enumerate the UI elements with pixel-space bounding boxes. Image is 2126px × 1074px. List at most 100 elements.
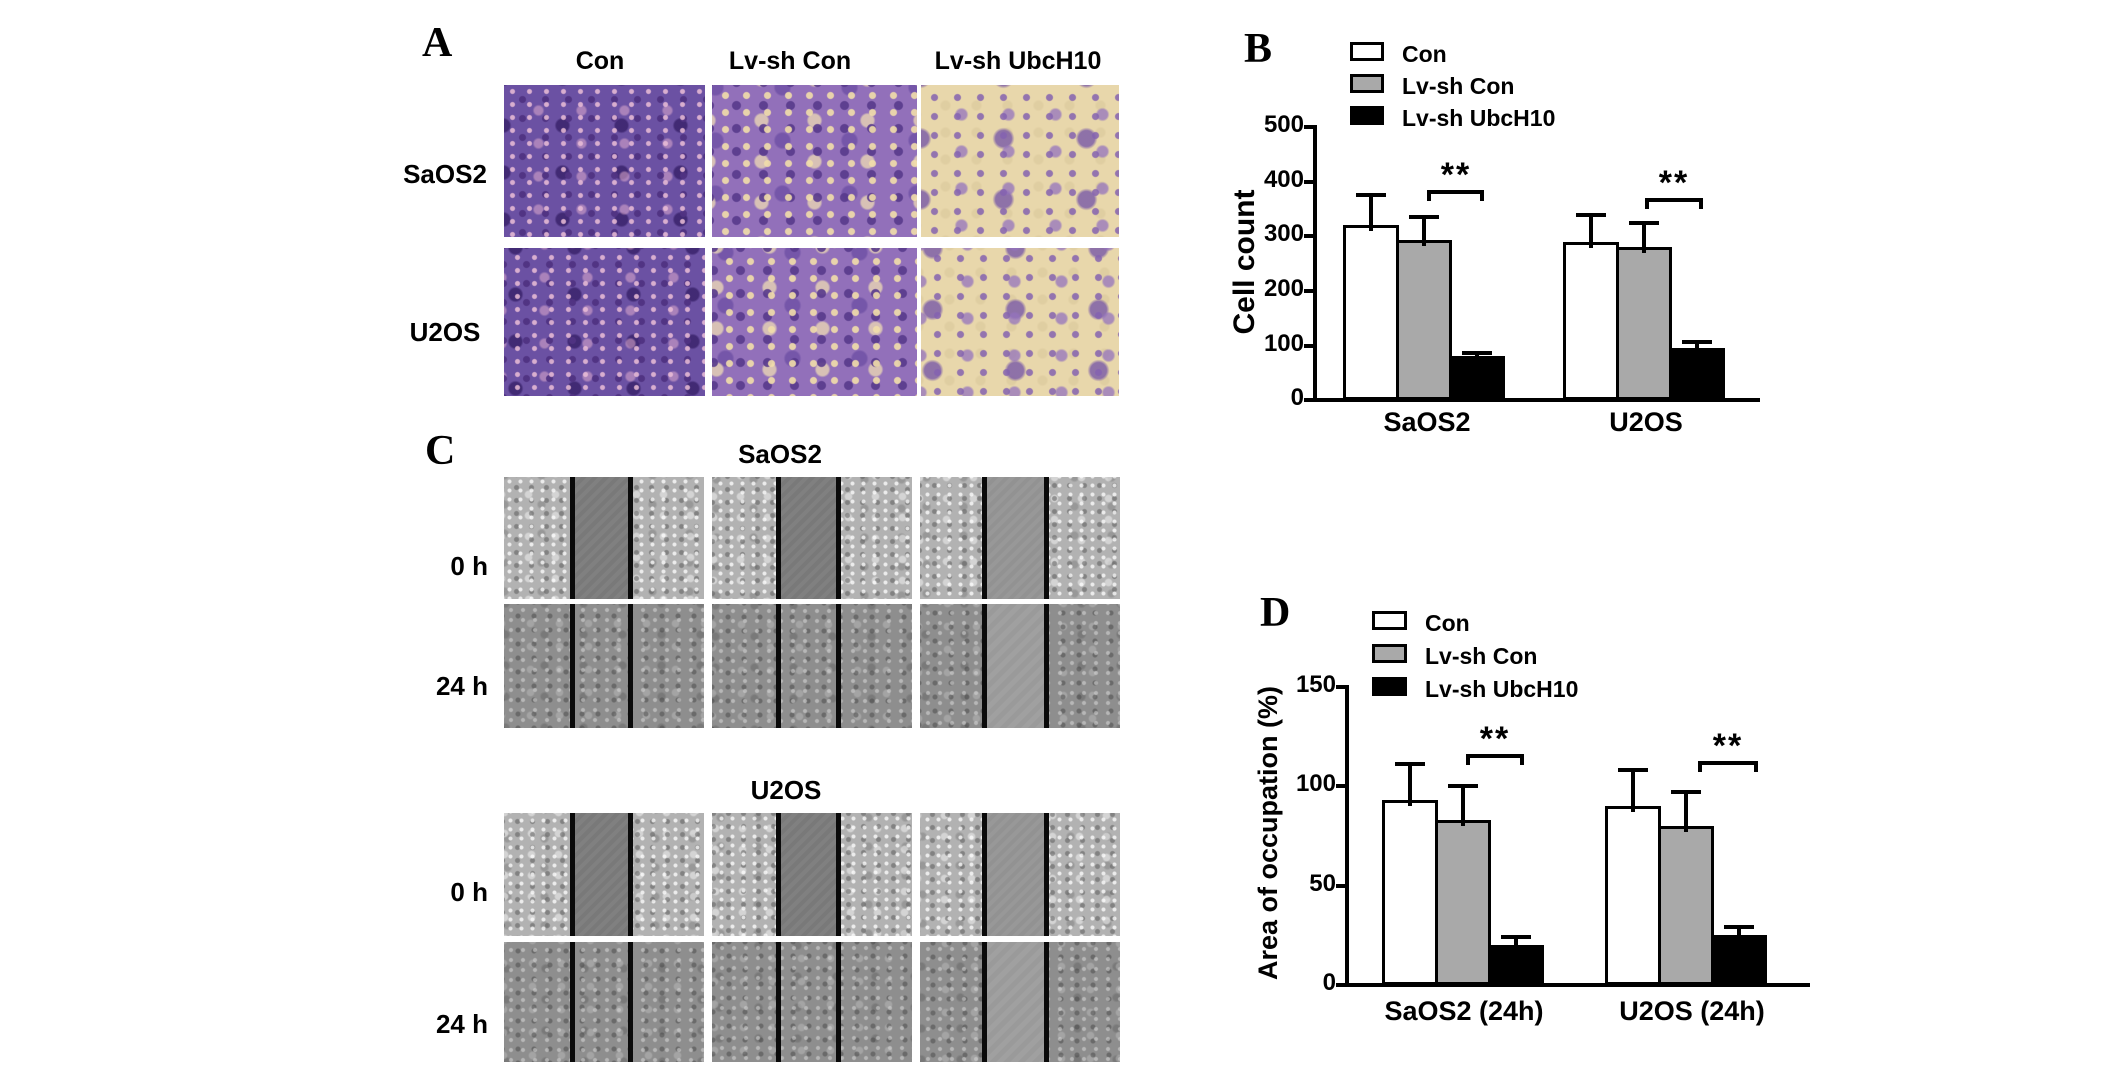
bar-U2OS (24h)-Lv-sh UbcH10 <box>1711 925 1767 985</box>
chart-b-tickmark <box>1304 234 1314 238</box>
chart-d-tickmark <box>1336 784 1345 788</box>
chart-b-tickmark <box>1304 344 1314 348</box>
panel-d-label: D <box>1260 590 1291 636</box>
chart-b-group-u2os <box>1563 120 1725 400</box>
error-bar-U2OS (24h)-Lv-sh Con <box>1671 790 1701 832</box>
panel-c-title-saos2: SaOS2 <box>738 439 822 469</box>
chart-b-y-axis-label: Cell count <box>1228 189 1261 335</box>
panel-a-header-con: Con <box>575 47 625 75</box>
panel-a-row-u2os: U2OS <box>409 317 481 347</box>
legend-swatch-lvsh-con <box>1350 74 1384 93</box>
legend-label-lvsh-con: Lv-sh Con <box>1425 643 1538 669</box>
chart-b-sig-stars-saos2: ** <box>1440 156 1472 194</box>
error-bar-SaOS2-Lv-sh Con <box>1409 215 1439 246</box>
c-saos2-24h-con-image <box>504 604 704 728</box>
chart-b-group-saos2 <box>1343 120 1505 400</box>
c-saos2-24h-lvsh-con-image <box>712 604 912 728</box>
a-u2os-lvsh-ubch10-micrograph <box>921 248 1119 396</box>
chart-d-group-u2os <box>1605 725 1767 985</box>
chart-b-sig-bracket-u2os <box>1645 198 1703 209</box>
c-saos2-0h-lvsh-ubch10-image <box>920 477 1120 599</box>
bar-U2OS (24h)-Lv-sh Con <box>1658 790 1714 985</box>
chart-b-tick-400: 400 <box>1263 166 1304 193</box>
legend-swatch-lvsh-ubch10 <box>1350 106 1384 125</box>
chart-d-sig-stars-saos2: ** <box>1479 720 1511 758</box>
panel-a-label: A <box>422 20 453 66</box>
panel-c-saos2-row-24h: 24 h <box>435 671 488 701</box>
bar-U2OS-Con <box>1563 213 1619 400</box>
legend-label-lvsh-ubch10: Lv-sh UbcH10 <box>1425 676 1579 702</box>
chart-b-tick-0: 0 <box>1290 384 1304 411</box>
c-u2os-0h-con-image <box>504 813 704 936</box>
bar-SaOS2 (24h)-Lv-sh UbcH10 <box>1488 935 1544 985</box>
chart-d-category-saos2-24h: SaOS2 (24h) <box>1384 996 1544 1026</box>
bar-SaOS2-Con <box>1343 193 1399 400</box>
bar-SaOS2 (24h)-Lv-sh Con <box>1435 784 1491 985</box>
chart-b-sig-bracket-saos2 <box>1427 190 1484 201</box>
chart-b-tick-200: 200 <box>1263 275 1304 302</box>
bar-SaOS2-Lv-sh Con <box>1396 215 1452 400</box>
panel-b-label: B <box>1244 26 1273 72</box>
bar-U2OS-Lv-sh UbcH10 <box>1669 340 1725 400</box>
legend-label-lvsh-con: Lv-sh Con <box>1402 73 1515 99</box>
chart-d-x-axis <box>1345 983 1810 987</box>
error-bar-SaOS2 (24h)-Lv-sh Con <box>1448 784 1478 826</box>
error-bar-SaOS2-Con <box>1356 193 1386 231</box>
c-saos2-0h-con-image <box>504 477 704 599</box>
c-u2os-24h-lvsh-con-image <box>712 942 912 1062</box>
c-u2os-0h-lvsh-con-image <box>712 813 912 936</box>
chart-d-tick-100: 100 <box>1295 770 1336 797</box>
panel-c-label: C <box>425 428 456 474</box>
chart-d-category-u2os-24h: U2OS (24h) <box>1619 996 1765 1026</box>
chart-b-sig-stars-u2os: ** <box>1658 164 1690 202</box>
legend-label-lvsh-ubch10: Lv-sh UbcH10 <box>1402 105 1556 131</box>
chart-d-tick-50: 50 <box>1309 870 1336 897</box>
chart-b-tick-300: 300 <box>1263 220 1304 247</box>
a-u2os-con-micrograph <box>504 248 705 396</box>
bar-SaOS2 (24h)-Con <box>1382 762 1438 985</box>
bar-U2OS-Lv-sh Con <box>1616 221 1672 400</box>
a-saos2-con-micrograph <box>504 85 705 237</box>
chart-b-y-axis <box>1313 125 1317 402</box>
legend-label-con: Con <box>1425 610 1470 636</box>
error-bar-U2OS-Lv-sh UbcH10 <box>1682 340 1712 354</box>
chart-d-y-axis-label: Area of occupation (%) <box>1253 685 1283 981</box>
chart-d-group-saos2 <box>1382 725 1544 985</box>
legend-label-con: Con <box>1402 41 1447 67</box>
chart-b-tickmark <box>1304 398 1314 402</box>
chart-b-tickmark <box>1304 125 1314 129</box>
panel-a-row-saos2: SaOS2 <box>403 159 487 189</box>
chart-d-tickmark <box>1336 685 1345 689</box>
bar-U2OS (24h)-Con <box>1605 768 1661 985</box>
chart-d-tickmark <box>1336 983 1345 987</box>
chart-b-tickmark <box>1304 180 1314 184</box>
c-saos2-0h-lvsh-con-image <box>712 477 912 599</box>
chart-d-sig-stars-u2os: ** <box>1712 727 1744 765</box>
c-u2os-24h-lvsh-ubch10-image <box>920 942 1120 1062</box>
c-saos2-24h-lvsh-ubch10-image <box>920 604 1120 728</box>
chart-d-tickmark <box>1336 884 1345 888</box>
error-bar-SaOS2 (24h)-Con <box>1395 762 1425 806</box>
error-bar-U2OS (24h)-Con <box>1618 768 1648 812</box>
c-u2os-0h-lvsh-ubch10-image <box>920 813 1120 936</box>
panel-c-u2os-row-0h: 0 h <box>450 877 488 907</box>
chart-d-tick-150: 150 <box>1295 671 1336 698</box>
error-bar-U2OS (24h)-Lv-sh UbcH10 <box>1724 925 1754 941</box>
chart-b-category-u2os: U2OS <box>1609 407 1683 437</box>
chart-b-x-axis <box>1313 398 1760 402</box>
chart-b-tickmark <box>1304 289 1314 293</box>
a-u2os-lvsh-con-micrograph <box>712 248 917 396</box>
panel-c-u2os-row-24h: 24 h <box>435 1009 488 1039</box>
panel-a-header-lvsh-con: Lv-sh Con <box>728 47 852 75</box>
bar-SaOS2-Lv-sh UbcH10 <box>1449 351 1505 400</box>
a-saos2-lvsh-con-micrograph <box>712 85 917 237</box>
error-bar-SaOS2 (24h)-Lv-sh UbcH10 <box>1501 935 1531 951</box>
panel-a-header-lvsh-ubch10: Lv-sh UbcH10 <box>934 47 1102 75</box>
chart-d-sig-bracket-saos2 <box>1466 754 1524 765</box>
a-saos2-lvsh-ubch10-micrograph <box>921 85 1119 237</box>
panel-c-title-u2os: U2OS <box>750 775 822 805</box>
legend-swatch-con <box>1372 611 1407 630</box>
chart-d-sig-bracket-u2os <box>1698 761 1758 772</box>
chart-b-tick-500: 500 <box>1263 111 1304 138</box>
